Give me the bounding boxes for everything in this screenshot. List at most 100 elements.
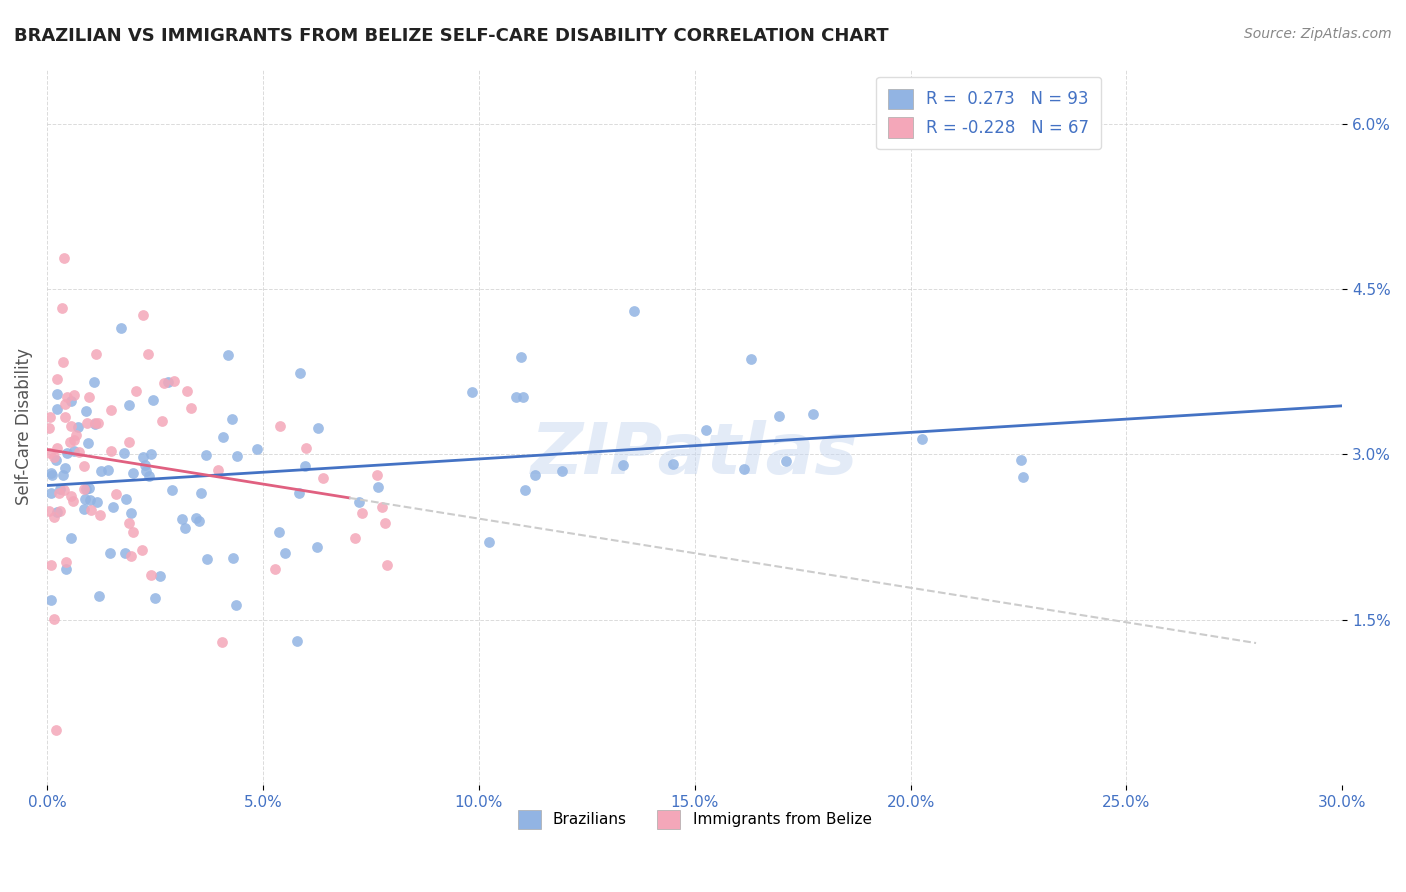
Point <box>347 495 370 509</box>
Point <box>139 568 162 582</box>
Point <box>269 524 291 539</box>
Point <box>79 481 101 495</box>
Point <box>142 392 165 407</box>
Point <box>221 550 243 565</box>
Point <box>131 543 153 558</box>
Point <box>52 252 75 266</box>
Point <box>211 634 233 648</box>
Point <box>132 308 155 322</box>
Point <box>75 482 97 496</box>
Point <box>56 446 79 460</box>
Point <box>46 441 69 455</box>
Point <box>143 591 166 605</box>
Point <box>39 593 62 607</box>
Point <box>510 351 533 365</box>
Point <box>118 516 141 530</box>
Point <box>45 387 67 401</box>
Point <box>117 435 139 450</box>
Point <box>72 458 94 473</box>
Point <box>367 480 389 494</box>
Point <box>132 450 155 464</box>
Point <box>65 427 87 442</box>
Point <box>512 390 534 404</box>
Point <box>87 416 110 430</box>
Point <box>461 385 484 400</box>
Point <box>135 464 157 478</box>
Point <box>366 468 388 483</box>
Point <box>139 448 162 462</box>
Point <box>307 421 329 435</box>
Point <box>73 491 96 506</box>
Point <box>623 303 645 318</box>
Point <box>118 398 141 412</box>
Point <box>217 348 239 362</box>
Point <box>212 430 235 444</box>
Point <box>63 443 86 458</box>
Point <box>79 503 101 517</box>
Point <box>195 448 218 462</box>
Point <box>374 516 396 530</box>
Point <box>62 493 84 508</box>
Point <box>225 598 247 612</box>
Point <box>768 409 790 423</box>
Point <box>79 492 101 507</box>
Point <box>38 446 60 460</box>
Point <box>79 391 101 405</box>
Point <box>55 397 77 411</box>
Point <box>53 410 76 425</box>
Point <box>38 503 60 517</box>
Point <box>207 463 229 477</box>
Point <box>294 458 316 473</box>
Point <box>39 410 62 425</box>
Point <box>911 432 934 446</box>
Point <box>513 483 536 497</box>
Point <box>153 376 176 390</box>
Point <box>55 555 77 569</box>
Point <box>150 414 173 428</box>
Point <box>163 375 186 389</box>
Point <box>125 384 148 399</box>
Point <box>52 354 75 368</box>
Point <box>1010 453 1032 467</box>
Point <box>86 494 108 508</box>
Point <box>121 466 143 480</box>
Point <box>134 458 156 473</box>
Point <box>190 485 212 500</box>
Point <box>246 442 269 456</box>
Point <box>86 346 108 360</box>
Point <box>156 376 179 390</box>
Point <box>83 417 105 431</box>
Point <box>695 423 717 437</box>
Point <box>612 458 634 473</box>
Point <box>138 469 160 483</box>
Point <box>42 509 65 524</box>
Point <box>52 467 75 482</box>
Point <box>89 589 111 603</box>
Point <box>160 483 183 497</box>
Point <box>662 457 685 471</box>
Point <box>67 420 90 434</box>
Point <box>46 402 69 417</box>
Text: ZIPatlas: ZIPatlas <box>531 420 858 489</box>
Point <box>90 464 112 478</box>
Point <box>112 446 135 460</box>
Point <box>350 506 373 520</box>
Point <box>285 634 308 648</box>
Point <box>110 321 132 335</box>
Point <box>287 486 309 500</box>
Point <box>89 508 111 523</box>
Point <box>104 487 127 501</box>
Point <box>120 506 142 520</box>
Point <box>73 502 96 516</box>
Point <box>46 505 69 519</box>
Point <box>39 466 62 480</box>
Point <box>77 436 100 450</box>
Point <box>55 561 77 575</box>
Point <box>42 450 65 464</box>
Point <box>42 612 65 626</box>
Point <box>312 471 335 485</box>
Point <box>53 461 76 475</box>
Point <box>98 546 121 560</box>
Point <box>59 418 82 433</box>
Point <box>740 351 762 366</box>
